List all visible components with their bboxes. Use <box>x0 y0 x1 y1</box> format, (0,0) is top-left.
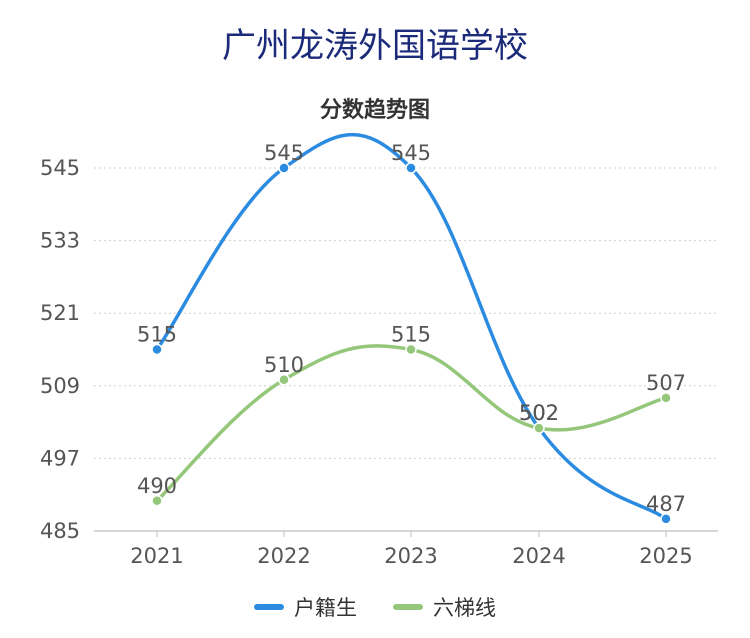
point-s0-2022 <box>278 162 290 174</box>
data-label-s1-2022: 510 <box>264 353 304 377</box>
legend-label-series-1: 六梯线 <box>433 596 496 620</box>
data-label-s1-2024: 502 <box>519 401 559 425</box>
data-label-s0-2025: 487 <box>646 492 686 516</box>
data-label-s0-2024: 502 <box>519 401 559 425</box>
legend-swatch-series-1 <box>393 604 423 610</box>
chart-title: 分数趋势图 <box>319 98 430 123</box>
y-tick-509: 509 <box>40 374 80 398</box>
point-s1-2024 <box>533 422 545 434</box>
y-tick-533: 533 <box>40 229 80 253</box>
point-s0-2021 <box>151 343 163 356</box>
x-tick-2024: 2024 <box>512 544 565 568</box>
data-label-s0-2021: 515 <box>137 323 177 347</box>
x-tick-2021: 2021 <box>130 544 183 568</box>
y-tick-497: 497 <box>40 446 80 470</box>
data-label-s0-2023: 545 <box>391 141 431 165</box>
page-title: 广州龙涛外国语学校 <box>222 26 528 66</box>
data-label-s1-2023: 515 <box>391 323 431 347</box>
point-s1-2021 <box>151 495 163 507</box>
data-label-s0-2022: 545 <box>264 141 304 165</box>
legend: 户籍生 六梯线 <box>0 592 750 622</box>
y-tick-545: 545 <box>40 156 80 180</box>
data-label-s1-2021: 490 <box>137 474 177 498</box>
x-tick-2025: 2025 <box>639 544 692 568</box>
legend-item-series-1[interactable]: 六梯线 <box>393 592 496 622</box>
x-tick-2022: 2022 <box>257 544 310 568</box>
x-tick-2023: 2023 <box>384 544 437 568</box>
point-s0-2023 <box>405 162 417 174</box>
y-tick-521: 521 <box>40 301 80 325</box>
point-s1-2023 <box>405 343 417 356</box>
point-s0-2025 <box>660 513 672 525</box>
legend-item-series-0[interactable]: 户籍生 <box>254 592 357 622</box>
y-tick-485: 485 <box>40 519 80 543</box>
point-s1-2025 <box>660 392 672 404</box>
legend-label-series-0: 户籍生 <box>294 596 357 620</box>
legend-swatch-series-0 <box>254 604 284 610</box>
data-label-s1-2025: 507 <box>646 371 686 395</box>
point-s1-2022 <box>278 374 290 386</box>
